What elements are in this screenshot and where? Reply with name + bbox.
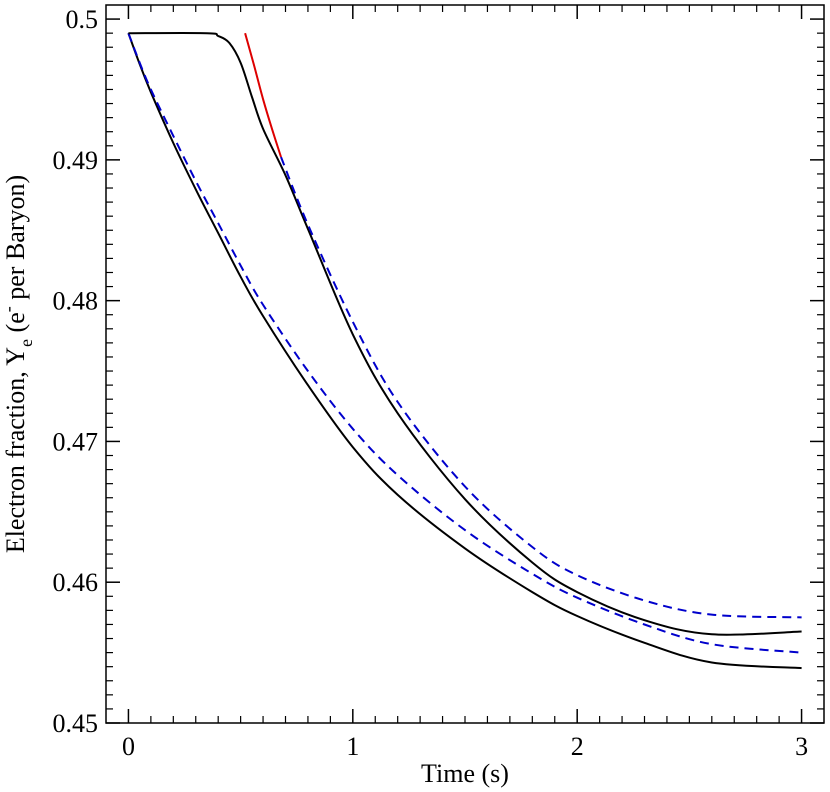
x-tick-label: 1 xyxy=(346,732,359,761)
y-axis-label-sub: e xyxy=(16,339,36,347)
series-line-5 xyxy=(244,32,282,158)
y-axis-label: Electron fraction, Ye (e- per Baryon) xyxy=(0,175,36,553)
y-tick-label: 0.46 xyxy=(53,568,99,597)
y-axis-label-paren-open: (e xyxy=(1,312,30,339)
plot-frame xyxy=(105,4,825,724)
y-tick-label: 0.49 xyxy=(53,146,99,175)
y-axis-label-sup: - xyxy=(0,306,18,312)
series-line-2 xyxy=(127,32,802,654)
y-axis-label-paren-close: per Baryon) xyxy=(1,175,30,306)
tick-labels: 0 1 2 3 0.45 0.46 0.47 0.48 0.49 0.5 xyxy=(53,5,809,761)
x-tick-label: 2 xyxy=(571,732,584,761)
series-line-1 xyxy=(127,32,802,670)
series-layer xyxy=(127,31,802,670)
x-axis-label: Time (s) xyxy=(421,759,509,788)
y-tick-label: 0.48 xyxy=(53,287,99,316)
y-tick-label: 0.45 xyxy=(53,709,99,738)
y-axis-label-main: Electron fraction, Y xyxy=(1,347,30,553)
axis-ticks xyxy=(106,5,824,724)
x-tick-label: 0 xyxy=(122,732,135,761)
y-tick-label: 0.5 xyxy=(66,5,99,34)
series-line-3 xyxy=(128,31,802,636)
x-tick-label: 3 xyxy=(795,732,808,761)
y-tick-label: 0.47 xyxy=(53,427,99,456)
series-line-4 xyxy=(280,156,802,619)
